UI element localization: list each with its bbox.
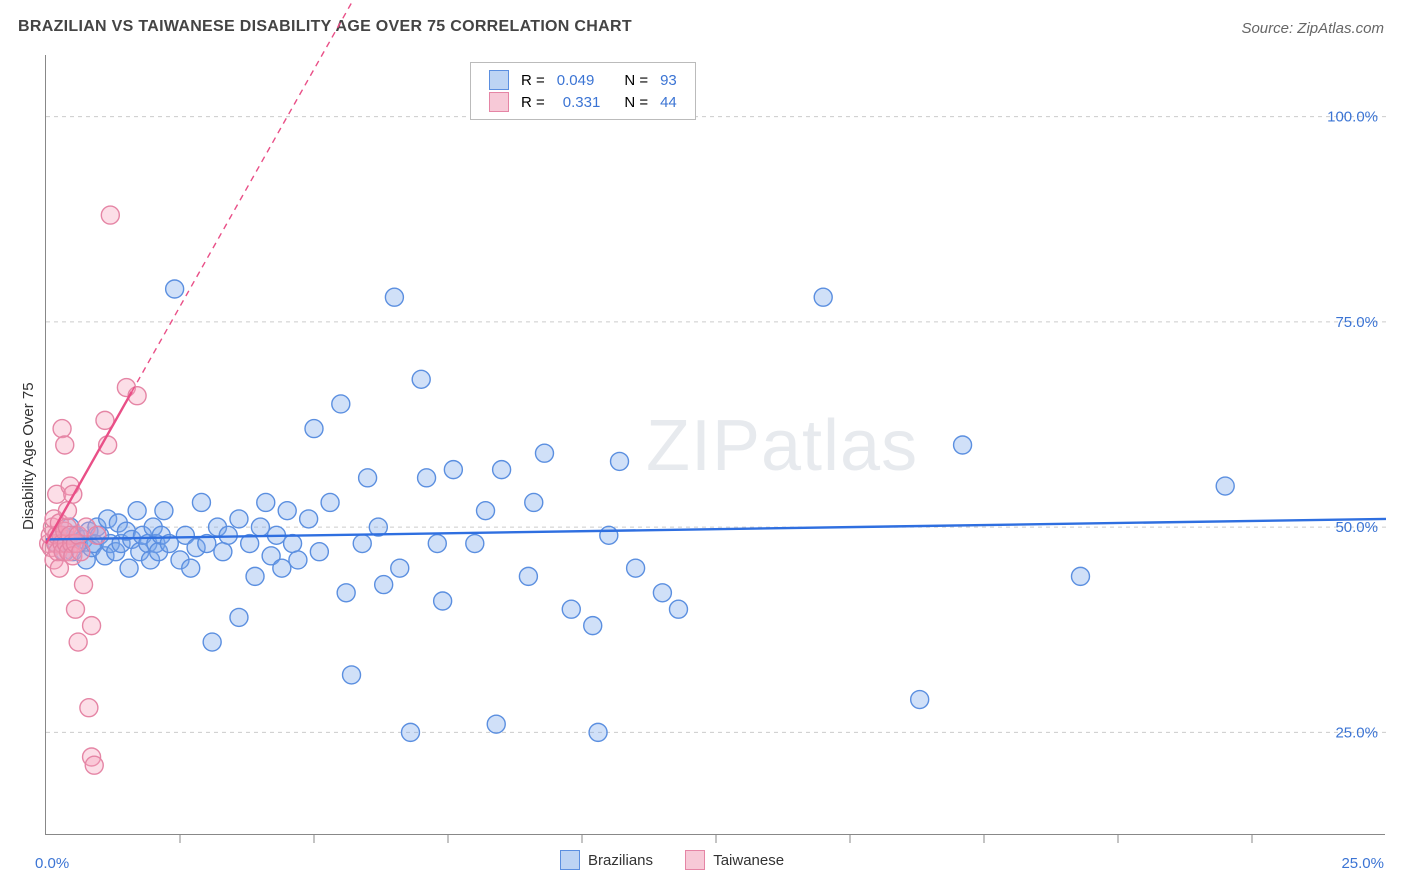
r-label: R = (515, 91, 551, 113)
n-value-brazilians: 93 (654, 69, 683, 91)
svg-text:25.0%: 25.0% (1335, 724, 1378, 741)
legend-series: Brazilians Taiwanese (560, 850, 812, 874)
legend-item-brazilians: Brazilians (560, 850, 653, 870)
chart-svg: 25.0% 50.0% 75.0% 100.0% (46, 55, 1385, 834)
svg-text:100.0%: 100.0% (1327, 109, 1378, 126)
y-axis-title: Disability Age Over 75 (20, 382, 37, 530)
chart-title: BRAZILIAN VS TAIWANESE DISABILITY AGE OV… (18, 18, 632, 36)
plot-area: ZIPatlas 25.0%50.0%75.0%100.0% (45, 55, 1385, 835)
n-label: N = (618, 91, 654, 113)
legend-label: Brazilians (588, 852, 653, 869)
legend-item-taiwanese: Taiwanese (685, 850, 784, 870)
x-axis-max-label: 25.0% (1341, 855, 1384, 872)
swatch-brazilians-icon (560, 850, 580, 870)
x-axis-min-label: 0.0% (35, 855, 69, 872)
r-label: R = (515, 69, 551, 91)
swatch-taiwanese-icon (685, 850, 705, 870)
svg-text:75.0%: 75.0% (1335, 314, 1378, 331)
legend-row-taiwanese: R = 0.331 N = 44 (483, 91, 683, 113)
source-attribution: Source: ZipAtlas.com (1241, 20, 1384, 37)
r-value-taiwanese: 0.331 (551, 91, 607, 113)
legend-label: Taiwanese (713, 852, 784, 869)
legend-stats: R = 0.049 N = 93 R = 0.331 N = 44 (470, 62, 696, 120)
swatch-taiwanese-icon (489, 92, 509, 112)
n-value-taiwanese: 44 (654, 91, 683, 113)
n-label: N = (618, 69, 654, 91)
legend-row-brazilians: R = 0.049 N = 93 (483, 69, 683, 91)
r-value-brazilians: 0.049 (551, 69, 607, 91)
svg-text:50.0%: 50.0% (1335, 519, 1378, 536)
swatch-brazilians-icon (489, 70, 509, 90)
